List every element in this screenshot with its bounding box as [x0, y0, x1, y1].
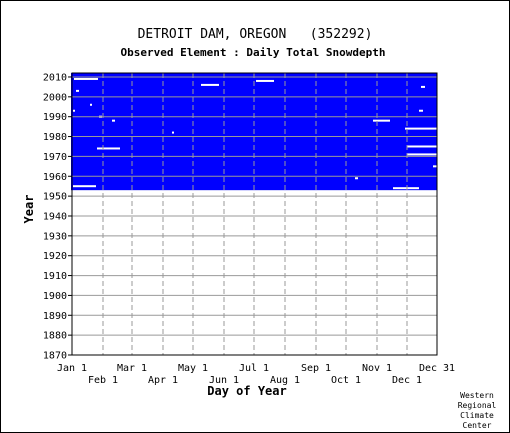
gap-mark: [421, 85, 425, 88]
credit-line-3: Climate: [460, 411, 494, 420]
y-tick-label: 1930: [43, 231, 67, 242]
credit-line-2: Regional: [458, 401, 497, 410]
y-tick-label: 2010: [43, 72, 67, 83]
x-tick-label: Dec 31: [419, 363, 455, 374]
gap-mark: [373, 119, 390, 122]
gap-mark: [355, 177, 358, 180]
y-tick-label: 1900: [43, 291, 67, 302]
y-tick-label: 1940: [43, 211, 67, 222]
gap-mark: [433, 165, 437, 168]
x-tick-label: Dec 1: [392, 375, 422, 386]
x-tick-label: Apr 1: [148, 375, 178, 386]
y-tick-label: 1950: [43, 192, 67, 203]
gap-mark: [405, 127, 437, 130]
y-tick-label: 1920: [43, 251, 67, 262]
gap-mark: [393, 187, 419, 190]
y-tick-label: 1880: [43, 331, 67, 342]
gap-mark: [73, 109, 75, 112]
gap-mark: [172, 131, 174, 134]
chart-title: DETROIT DAM, OREGON (352292): [138, 27, 373, 42]
plot-area-border: [71, 72, 438, 356]
y-tick-label: 2000: [43, 92, 67, 103]
x-tick-label: Feb 1: [88, 375, 118, 386]
y-tick-labels: 1870 1880 1890 1900 1910 1920 1930 1940 1950 1960…: [43, 72, 72, 362]
x-tick-label: Mar 1: [117, 363, 147, 374]
x-tick-label: Aug 1: [270, 375, 300, 386]
gap-mark: [201, 83, 219, 86]
chart-subtitle: Observed Element : Daily Total Snowdepth: [121, 46, 386, 59]
y-tick-label: 1970: [43, 152, 67, 163]
gap-mark: [112, 119, 115, 122]
gap-mark: [407, 145, 437, 148]
x-tick-label: Jun 1: [209, 375, 239, 386]
y-tick-label: 1910: [43, 271, 67, 282]
gap-mark: [76, 89, 79, 92]
gap-mark: [419, 109, 423, 112]
gap-mark: [407, 153, 437, 156]
x-tick-label: Oct 1: [331, 375, 361, 386]
x-tick-label: Sep 1: [301, 363, 331, 374]
gap-mark: [256, 79, 274, 82]
gap-mark: [97, 147, 120, 150]
credit-line-1: Western: [460, 391, 494, 400]
x-tick-label: May 1: [178, 363, 208, 374]
x-tick-label: Jul 1: [239, 363, 269, 374]
gap-mark: [90, 103, 92, 106]
x-tick-labels: Jan 1 Mar 1 May 1 Jul 1 Sep 1 Nov 1 Dec 31 Feb …: [57, 363, 455, 386]
credit-line-4: Center: [463, 421, 492, 430]
gap-mark: [74, 77, 98, 80]
x-tick-label: Nov 1: [362, 363, 392, 374]
grid-lines: [72, 73, 437, 356]
y-tick-label: 1980: [43, 132, 67, 143]
y-tick-label: 1890: [43, 311, 67, 322]
credit-block: Western Regional Climate Center: [458, 391, 497, 430]
x-tick-label: Jan 1: [57, 363, 87, 374]
x-axis-label: Day of Year: [207, 384, 286, 398]
y-axis-label: Year: [22, 195, 36, 224]
y-tick-label: 1960: [43, 172, 67, 183]
y-tick-label: 1870: [43, 351, 67, 362]
y-tick-label: 1990: [43, 112, 67, 123]
gap-mark: [73, 185, 96, 188]
